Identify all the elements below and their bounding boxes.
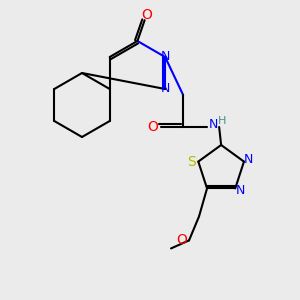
Text: O: O [177,233,188,248]
Text: N: N [236,184,245,197]
Text: S: S [187,154,196,169]
Text: N: N [160,50,170,64]
Text: H: H [218,116,226,126]
Text: N: N [160,82,170,95]
Text: O: O [148,120,159,134]
Text: N: N [243,153,253,166]
Text: N: N [208,118,218,131]
Text: O: O [141,8,152,22]
